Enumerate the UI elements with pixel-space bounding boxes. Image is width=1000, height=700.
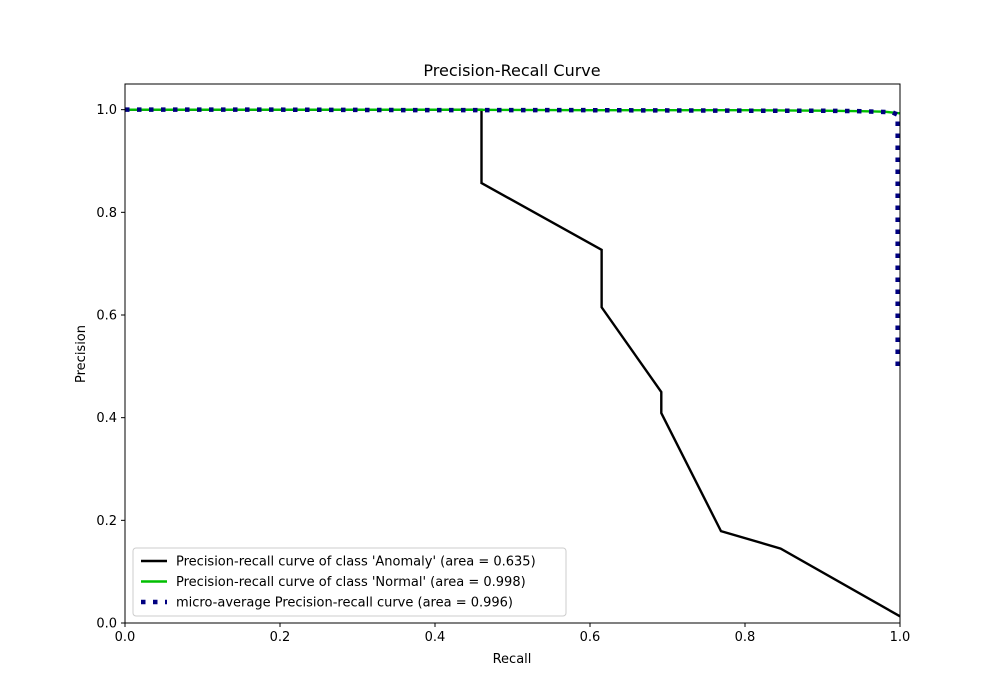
y-axis-label: Precision xyxy=(74,325,89,383)
legend-label-0: Precision-recall curve of class 'Anomaly… xyxy=(176,555,536,570)
x-tick-label: 0.4 xyxy=(425,630,446,645)
series-line-0 xyxy=(125,108,901,618)
legend: Precision-recall curve of class 'Anomaly… xyxy=(132,547,567,617)
y-tick-label: 0.6 xyxy=(96,309,117,324)
y-tick-label: 0.8 xyxy=(96,206,117,221)
x-tick-label: 1.0 xyxy=(890,630,911,645)
x-axis-label: Recall xyxy=(493,652,532,667)
x-tick-label: 0.0 xyxy=(115,630,136,645)
y-tick-label: 1.0 xyxy=(96,103,117,118)
y-tick-label: 0.2 xyxy=(96,514,117,529)
legend-label-2: micro-average Precision-recall curve (ar… xyxy=(176,596,513,611)
x-tick-label: 0.2 xyxy=(270,630,291,645)
series-line-2 xyxy=(125,107,900,367)
legend-box xyxy=(132,547,567,617)
chart-title: Precision-Recall Curve xyxy=(423,61,600,80)
plot-frame xyxy=(124,83,901,624)
plot-area: 0.0 0.2 0.4 0.6 0.8 1.0 0.0 0.2 0.4 0.6 0.8 1.0 xyxy=(96,83,911,645)
x-tick-label: 0.6 xyxy=(580,630,601,645)
x-tick-label: 0.8 xyxy=(735,630,756,645)
y-tick-label: 0.0 xyxy=(96,617,117,632)
legend-label-1: Precision-recall curve of class 'Normal'… xyxy=(176,575,526,590)
y-tick-label: 0.4 xyxy=(96,411,117,426)
